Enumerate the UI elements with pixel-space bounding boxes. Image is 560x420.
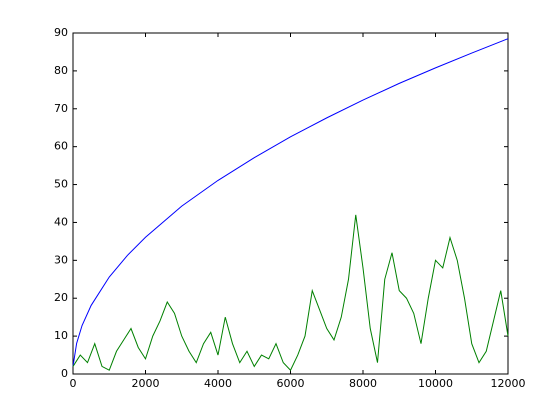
y-tick-label: 20 — [54, 291, 68, 304]
y-tick-label: 50 — [54, 178, 68, 191]
y-tick-label: 10 — [54, 329, 68, 342]
x-tick-label: 6000 — [277, 377, 305, 390]
x-tick-label: 10000 — [418, 377, 453, 390]
y-tick-label: 90 — [54, 26, 68, 39]
series-line — [72, 38, 509, 367]
x-tick-label: 2000 — [132, 377, 160, 390]
y-tick-label: 30 — [54, 253, 68, 266]
x-tick-label: 0 — [70, 377, 77, 390]
plot-area — [72, 32, 509, 375]
y-tick-label: 40 — [54, 215, 68, 228]
x-tick-label: 4000 — [204, 377, 232, 390]
y-tick-label: 70 — [54, 102, 68, 115]
x-tick-label: 8000 — [349, 377, 377, 390]
x-tick-label: 12000 — [491, 377, 526, 390]
y-tick-label: 0 — [61, 367, 68, 380]
y-tick-label: 60 — [54, 140, 68, 153]
series-line — [72, 214, 509, 372]
y-tick-label: 80 — [54, 64, 68, 77]
